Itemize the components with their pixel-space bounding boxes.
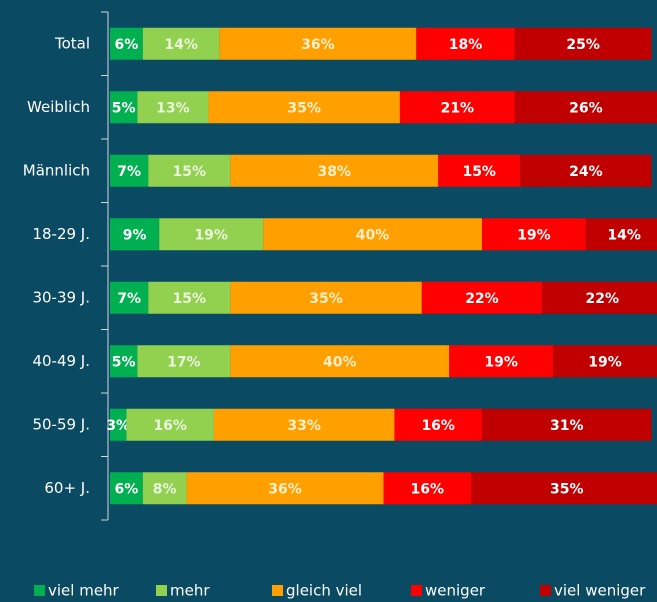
legend-label: mehr [170, 582, 210, 600]
data-label: 15% [173, 164, 207, 180]
data-label: 16% [411, 481, 445, 497]
data-label: 38% [318, 164, 352, 180]
data-label: 21% [441, 100, 475, 116]
data-label: 33% [287, 418, 321, 434]
data-label: 14% [607, 227, 641, 243]
bar-segment [110, 154, 149, 187]
bar-segment [383, 472, 472, 505]
data-label: 3% [106, 418, 130, 434]
bar-segment [421, 281, 543, 314]
bar-segment [142, 27, 220, 60]
data-label: 18% [449, 37, 483, 53]
data-label: 9% [123, 227, 147, 243]
bar-segment [137, 91, 209, 124]
data-label: 40% [356, 227, 390, 243]
data-label: 19% [588, 354, 622, 370]
bar-segment [230, 154, 439, 187]
bar-segment [110, 472, 143, 505]
data-label: 6% [115, 481, 139, 497]
category-label: 50-59 J. [32, 415, 90, 433]
legend-swatch [156, 585, 167, 596]
data-label: 5% [112, 100, 136, 116]
bar-segment [159, 218, 264, 251]
data-label: 8% [153, 481, 177, 497]
category-label: 30-39 J. [32, 288, 90, 306]
data-label: 14% [164, 37, 198, 53]
bar-segment [542, 281, 657, 314]
data-label: 40% [323, 354, 357, 370]
bar-segment [438, 154, 521, 187]
legend-swatch [272, 585, 283, 596]
category-label: 18-29 J. [32, 225, 90, 243]
legend-swatch [540, 585, 551, 596]
bar-segment [110, 408, 127, 441]
data-label: 31% [550, 418, 584, 434]
data-label: 13% [156, 100, 190, 116]
data-label: 5% [112, 354, 136, 370]
bar-segment [263, 218, 482, 251]
data-label: 7% [117, 291, 141, 307]
bar-segment [186, 472, 384, 505]
category-label: 40-49 J. [32, 352, 90, 370]
data-label: 24% [569, 164, 603, 180]
data-label: 7% [117, 164, 141, 180]
data-label: 22% [586, 291, 620, 307]
bar-segment [449, 345, 554, 378]
bar-segment [219, 27, 417, 60]
data-label: 19% [194, 227, 228, 243]
bar-segment [553, 345, 657, 378]
bar-segment [481, 218, 586, 251]
bar-segment [230, 281, 422, 314]
legend-label: viel mehr [48, 582, 120, 600]
bar-segment [481, 408, 652, 441]
category-label: 60+ J. [44, 479, 90, 497]
data-label: 36% [268, 481, 302, 497]
data-label: 6% [115, 37, 139, 53]
bar-segment [148, 281, 231, 314]
bar-segment [585, 218, 657, 251]
bar-segment [126, 408, 214, 441]
bar-segment [514, 91, 657, 124]
legend-label: weniger [425, 582, 486, 600]
legend-swatch [34, 585, 45, 596]
bar-segment [110, 345, 138, 378]
bar-segment [394, 408, 482, 441]
bar-segment [520, 154, 652, 187]
data-label: 36% [301, 37, 335, 53]
bar-segment [110, 27, 143, 60]
data-label: 16% [153, 418, 187, 434]
bar-segment [514, 27, 652, 60]
category-label: Total [54, 34, 90, 52]
bar-segment [110, 91, 138, 124]
data-label: 26% [569, 100, 603, 116]
data-label: 35% [550, 481, 584, 497]
legend-label: viel weniger [554, 582, 646, 600]
data-label: 17% [167, 354, 201, 370]
bar-segment [110, 218, 160, 251]
data-label: 19% [517, 227, 551, 243]
data-label: 19% [484, 354, 518, 370]
bar-segment [110, 281, 149, 314]
data-label: 16% [421, 418, 455, 434]
category-label: Weiblich [27, 98, 90, 116]
bar-segment [471, 472, 657, 505]
bar-segment [208, 91, 400, 124]
bar-segment [142, 472, 187, 505]
legend-swatch [411, 585, 422, 596]
bar-segment [416, 27, 515, 60]
data-label: 22% [465, 291, 499, 307]
data-label: 15% [173, 291, 207, 307]
data-label: 15% [462, 164, 496, 180]
bar-segment [399, 91, 515, 124]
data-label: 25% [566, 37, 600, 53]
category-label: Männlich [23, 161, 90, 179]
legend-label: gleich viel [286, 582, 362, 600]
bar-segment [230, 345, 450, 378]
bar-segment [213, 408, 395, 441]
data-label: 35% [287, 100, 321, 116]
bar-segment [148, 154, 231, 187]
data-label: 35% [309, 291, 343, 307]
bar-segment [137, 345, 231, 378]
